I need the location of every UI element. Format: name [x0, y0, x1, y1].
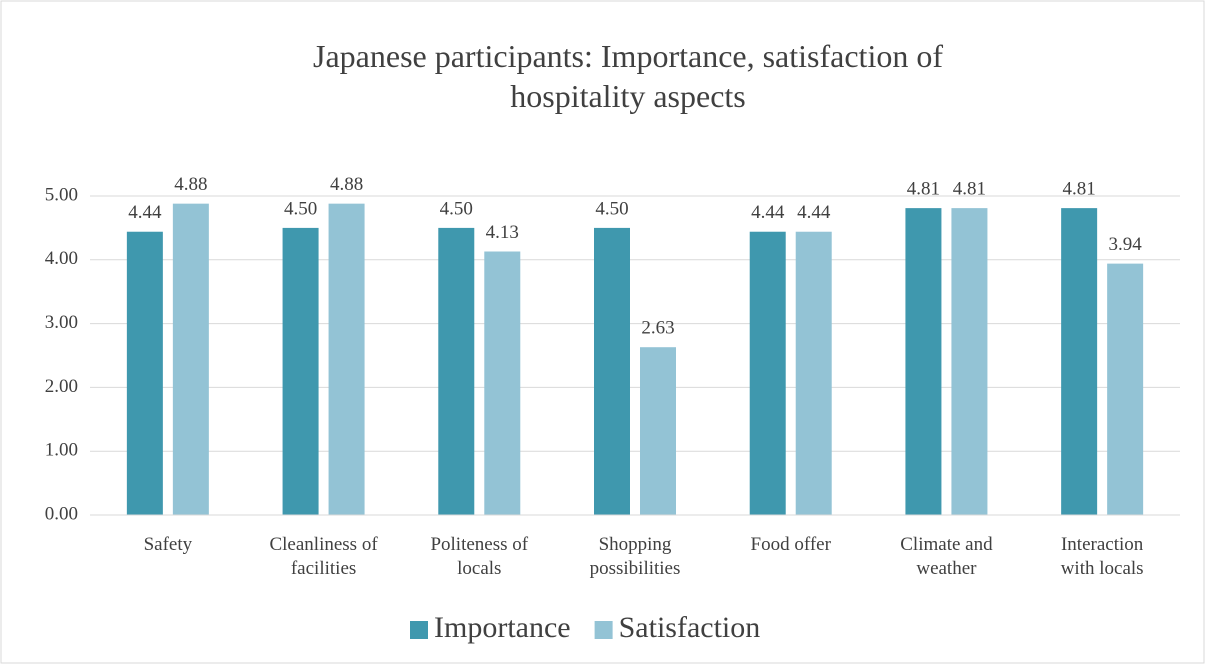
bar — [795, 231, 832, 515]
data-label: 3.94 — [1109, 234, 1143, 255]
data-label: 4.44 — [751, 202, 785, 223]
bar — [328, 203, 365, 515]
x-tick-label: Shopping possibilities — [590, 534, 681, 579]
legend-label: Importance — [434, 611, 571, 644]
bar — [1107, 263, 1144, 515]
data-label: 4.44 — [128, 202, 162, 223]
bar — [594, 227, 630, 515]
legend-swatch — [594, 621, 613, 639]
data-label: 4.88 — [330, 174, 363, 195]
x-tick-label: Interaction with locals — [1061, 534, 1144, 579]
legend-swatch — [410, 621, 428, 639]
y-tick-label: 1.00 — [45, 440, 78, 461]
data-label: 4.81 — [907, 178, 940, 199]
bar — [905, 208, 942, 515]
x-tick-label: Safety — [144, 534, 193, 555]
bar — [749, 231, 786, 515]
y-tick-label: 5.00 — [45, 184, 78, 205]
y-tick-label: 3.00 — [45, 312, 78, 333]
x-tick-label: Politeness of locals — [430, 534, 528, 579]
bar — [438, 227, 475, 515]
data-label: 4.13 — [486, 222, 519, 243]
data-label: 4.50 — [440, 198, 473, 219]
data-label: 4.81 — [953, 178, 986, 199]
x-tick-label: Food offer — [751, 534, 832, 555]
data-label: 4.50 — [595, 198, 628, 219]
bar — [126, 231, 163, 515]
y-tick-label: 4.00 — [45, 248, 78, 269]
data-label: 4.50 — [284, 198, 317, 219]
bar — [282, 227, 319, 515]
bar — [1061, 208, 1098, 515]
legend-label: Satisfaction — [619, 611, 761, 644]
y-tick-label: 0.00 — [45, 503, 78, 524]
bar — [172, 203, 209, 515]
bar — [951, 208, 988, 515]
chart-title: Japanese participants: Importance, satis… — [313, 38, 943, 114]
y-tick-label: 2.00 — [45, 376, 78, 397]
bar — [640, 347, 676, 515]
bar — [484, 251, 521, 516]
data-label: 4.44 — [797, 202, 831, 223]
data-label: 2.63 — [641, 318, 674, 339]
x-tick-label: Climate and weather — [900, 534, 993, 579]
x-tick-label: Cleanliness of facilities — [269, 534, 378, 579]
data-label: 4.88 — [174, 174, 207, 195]
data-label: 4.81 — [1063, 178, 1096, 199]
